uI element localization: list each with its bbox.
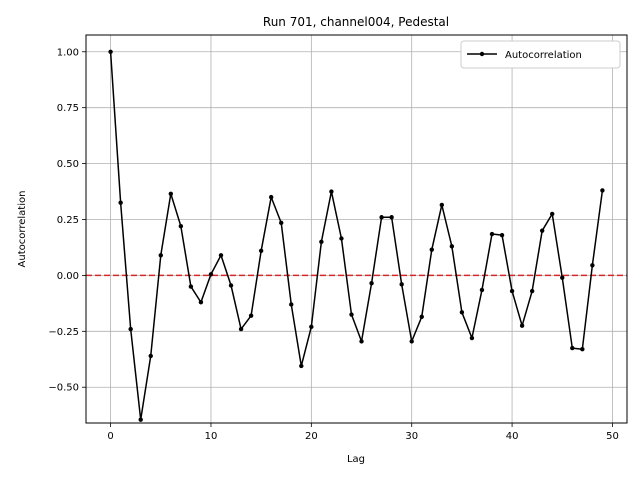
data-point [218, 253, 224, 258]
legend: Autocorrelation [460, 40, 621, 69]
data-point [138, 417, 143, 422]
data-point [489, 231, 495, 237]
y-tick-label: 0.50 [57, 159, 79, 170]
data-point [509, 288, 515, 294]
legend-box [460, 40, 621, 69]
data-point [248, 313, 254, 318]
data-point [560, 275, 565, 280]
x-tick-label: 20 [305, 431, 318, 442]
y-tick-label: −0.25 [48, 327, 79, 338]
data-point [359, 339, 364, 344]
y-tick-label: 0.75 [57, 103, 79, 114]
data-point [409, 339, 414, 344]
data-point [319, 239, 324, 245]
x-tick-label: 0 [107, 431, 113, 442]
data-point [168, 191, 174, 196]
data-point [349, 312, 354, 317]
data-point [329, 189, 334, 194]
x-tick-label: 30 [405, 431, 418, 442]
data-point [449, 244, 455, 249]
data-point [158, 253, 163, 258]
data-point [289, 302, 294, 307]
data-point [198, 300, 204, 305]
data-point [539, 228, 545, 233]
x-axis-label: Lag [347, 454, 365, 465]
data-point [188, 284, 194, 289]
data-point [228, 283, 234, 288]
data-point [208, 272, 214, 277]
data-point [580, 347, 585, 352]
data-point [309, 324, 314, 330]
series-layer [108, 49, 605, 422]
y-tick-label: −0.50 [48, 383, 79, 394]
data-point [469, 335, 475, 341]
data-point [419, 314, 424, 319]
y-axis-label: Autocorrelation [17, 191, 28, 268]
data-point [499, 232, 505, 238]
data-point [128, 326, 133, 332]
plot-frame [85, 34, 628, 424]
data-point [369, 281, 374, 286]
y-tick-label: 1.00 [57, 47, 79, 58]
data-point [429, 247, 434, 252]
x-tick-label: 40 [506, 431, 519, 442]
data-point [550, 211, 555, 217]
data-point [519, 323, 525, 328]
data-point [439, 202, 445, 208]
x-tick-label: 50 [606, 431, 619, 442]
data-point [258, 248, 264, 254]
y-tick-label: 0.00 [57, 271, 79, 282]
data-point [479, 287, 485, 293]
data-point [379, 215, 384, 220]
data-point [339, 236, 344, 241]
data-point [299, 363, 304, 369]
data-point [459, 310, 465, 315]
data-point [570, 345, 575, 351]
data-point [148, 353, 153, 359]
x-ticks: 0 10 20 30 40 50 [107, 423, 619, 442]
y-tick-label: 0.25 [57, 215, 79, 226]
y-ticks: −0.50 −0.25 0.00 0.25 0.50 0.75 1.00 [48, 47, 86, 394]
data-point [600, 188, 605, 193]
legend-marker [479, 51, 485, 57]
data-point [389, 215, 394, 220]
x-tick-label: 10 [205, 431, 218, 442]
legend-label: Autocorrelation [505, 50, 582, 61]
data-point [108, 49, 113, 54]
data-point [238, 326, 244, 332]
data-point [118, 200, 123, 205]
data-point [529, 288, 535, 294]
grid [86, 35, 627, 423]
series-line [109, 51, 604, 421]
data-point [590, 263, 595, 268]
data-point [399, 282, 404, 287]
data-point [268, 194, 274, 200]
data-point [279, 220, 284, 226]
data-point [178, 224, 184, 229]
chart-title: Run 701, channel004, Pedestal [263, 15, 449, 29]
